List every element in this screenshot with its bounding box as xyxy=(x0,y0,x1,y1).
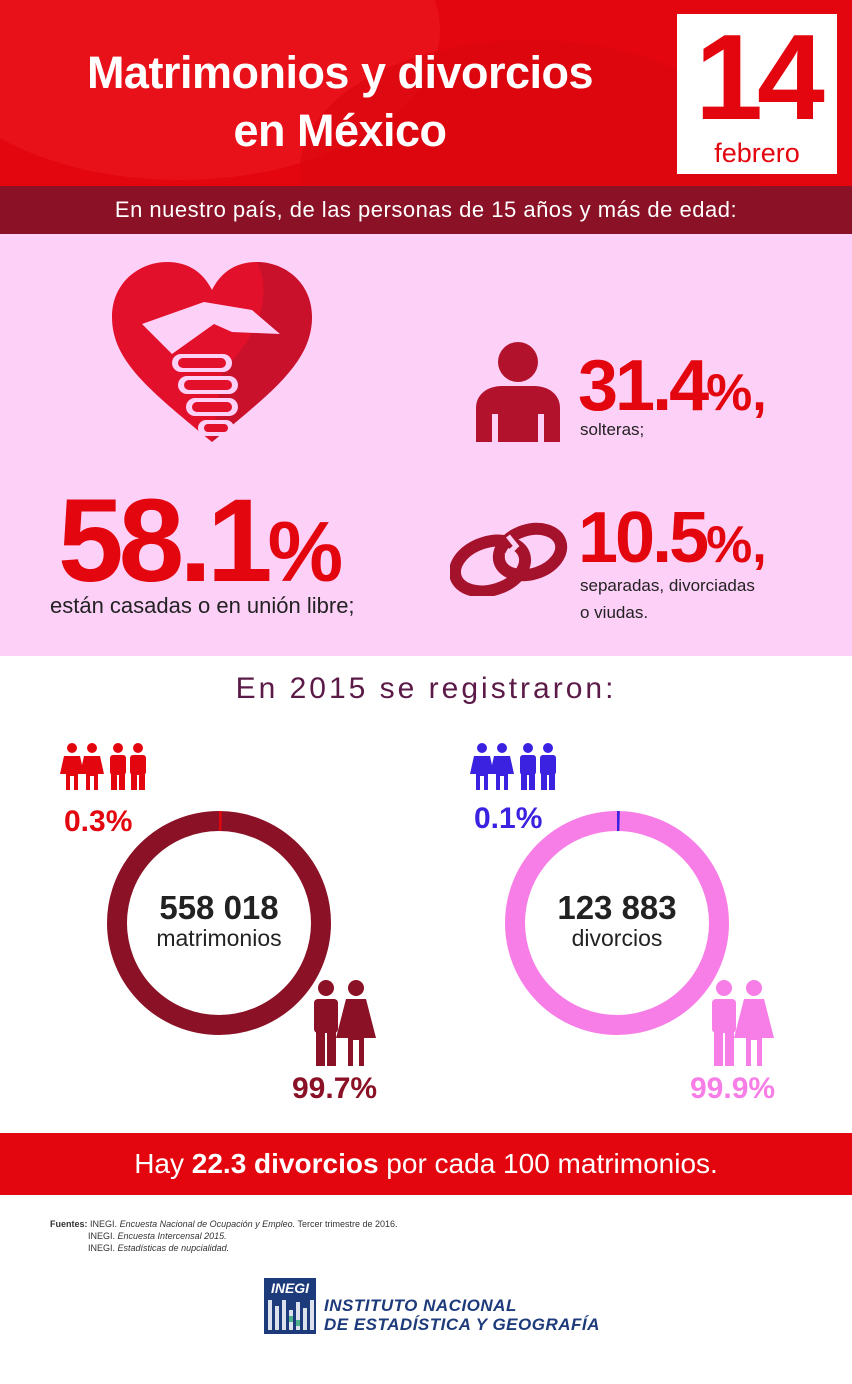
source-line: INEGI. Estadísticas de nupcialidad. xyxy=(50,1242,398,1254)
same-sex-couples-icon xyxy=(60,743,146,790)
separated-label-line: separadas, divorciadas xyxy=(580,576,755,595)
source-line: Fuentes: INEGI. Encuesta Nacional de Ocu… xyxy=(50,1218,398,1230)
inegi-logo-mark: INEGI xyxy=(264,1278,316,1334)
single-label: solteras; xyxy=(580,420,645,439)
divorces-ring-chart xyxy=(505,811,729,1035)
sources-label: Fuentes: xyxy=(50,1219,88,1229)
divorces-hetero-pct: 99.9% xyxy=(690,1072,776,1105)
date-badge: 14 febrero xyxy=(677,14,837,174)
ratio-banner: Hay 22.3 divorcios por cada 100 matrimon… xyxy=(0,1133,852,1195)
man-woman-icon xyxy=(712,980,774,1066)
inegi-acronym: INEGI xyxy=(270,1280,310,1296)
man-woman-icon xyxy=(314,980,376,1066)
inegi-name: INSTITUTO NACIONAL DE ESTADÍSTICA Y GEOG… xyxy=(324,1296,600,1334)
separated-unit: %, xyxy=(706,515,767,573)
separated-percentage: 10.5%, xyxy=(578,502,767,580)
bar-grid-icon xyxy=(268,1300,314,1330)
inegi-name-line: INSTITUTO NACIONAL xyxy=(324,1296,517,1315)
separated-label: separadas, divorciadas o viudas. xyxy=(580,572,820,626)
ratio-highlight: 22.3 divorcios xyxy=(191,1148,379,1179)
marriages-label: matrimonios xyxy=(156,925,282,951)
page-title: Matrimonios y divorcios en México xyxy=(20,44,660,160)
single-unit: %, xyxy=(706,363,767,421)
married-value: 58.1 xyxy=(58,475,273,607)
married-percentage: 58.1% xyxy=(58,482,343,612)
source-title: Encuesta Nacional de Ocupación y Empleo. xyxy=(119,1219,296,1229)
separated-value: 10.5 xyxy=(578,498,709,578)
same-sex-couples-icon xyxy=(470,743,556,790)
single-percentage: 31.4%, xyxy=(578,350,767,428)
title-line: Matrimonios y divorcios xyxy=(86,47,594,98)
ratio-prefix: Hay xyxy=(134,1148,192,1179)
divorces-same-sex-pct: 0.1% xyxy=(474,802,543,835)
source-org: INEGI. xyxy=(90,1219,118,1229)
title-line: en México xyxy=(233,105,447,156)
marriages-hetero-pct: 99.7% xyxy=(292,1072,378,1105)
marriages-ring-chart xyxy=(107,811,331,1035)
married-label: están casadas o en unión libre; xyxy=(50,593,355,618)
subheader: En nuestro país, de las personas de 15 a… xyxy=(0,186,852,234)
source-org: INEGI. xyxy=(88,1243,116,1253)
heart-handshake-icon xyxy=(112,262,312,442)
source-line: INEGI. Encuesta Intercensal 2015. xyxy=(50,1230,398,1242)
married-unit: % xyxy=(267,505,344,600)
date-day: 14 xyxy=(695,9,825,145)
single-value: 31.4 xyxy=(578,346,709,426)
sources: Fuentes: INEGI. Encuesta Nacional de Ocu… xyxy=(50,1218,398,1254)
ratio-suffix: por cada 100 matrimonios. xyxy=(378,1148,718,1179)
divorces-label: divorcios xyxy=(571,925,663,951)
inegi-name-line: DE ESTADÍSTICA Y GEOGRAFÍA xyxy=(324,1315,600,1334)
source-detail: Tercer trimestre de 2016. xyxy=(297,1219,398,1229)
inegi-logo: INEGI INSTITUTO NACIONAL DE ESTADÍSTICA … xyxy=(264,1278,604,1334)
broken-rings-icon xyxy=(450,522,568,596)
divorces-count: 123 883 xyxy=(557,889,677,926)
separated-label-line: o viudas. xyxy=(580,603,649,622)
person-icon xyxy=(476,342,560,442)
source-title: Estadísticas de nupcialidad. xyxy=(117,1243,230,1253)
marriages-count: 558 018 xyxy=(159,889,279,926)
registered-title: En 2015 se registraron: xyxy=(235,672,617,705)
source-org: INEGI. xyxy=(88,1231,116,1241)
source-title: Encuesta Intercensal 2015. xyxy=(117,1231,227,1241)
marriages-same-sex-pct: 0.3% xyxy=(64,805,133,838)
date-month: febrero xyxy=(714,138,800,168)
